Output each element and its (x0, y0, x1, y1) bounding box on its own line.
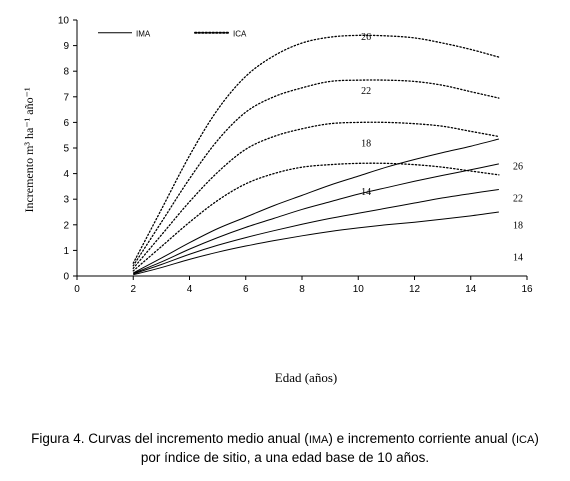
series-line (133, 188, 499, 275)
curve-label: 22 (513, 193, 523, 204)
axes (76, 20, 527, 277)
series-line (132, 34, 500, 264)
curve-label: 18 (361, 138, 371, 149)
series-line (133, 138, 500, 274)
x-tick-label: 14 (465, 284, 477, 295)
x-tick-label: 4 (187, 284, 193, 295)
x-tick-label: 10 (353, 284, 365, 295)
series-line (133, 211, 499, 276)
series-ica-14 (132, 162, 500, 272)
y-tick-label: 7 (63, 92, 69, 103)
series-ima-26 (133, 138, 500, 274)
x-tick-label: 2 (130, 284, 136, 295)
series-layer (132, 34, 500, 276)
curve-label: 14 (361, 187, 371, 198)
y-tick-label: 3 (63, 195, 69, 206)
legend-label-ima: IMA (136, 29, 151, 38)
x-axis-label: Edad (años) (275, 370, 337, 385)
y-tick-label: 4 (63, 169, 69, 180)
series-ima-22 (133, 163, 499, 274)
curve-label: 22 (361, 86, 371, 97)
y-axis-label: Incremento m³ ha⁻¹ año⁻¹ (22, 87, 36, 212)
x-tick-label: 8 (299, 284, 305, 295)
x-tick-label: 12 (409, 284, 421, 295)
series-line (132, 162, 500, 272)
series-ica-26 (132, 34, 500, 264)
curve-labels: 26 22 18 14 26 22 18 14 (361, 32, 523, 263)
caption-line-1-middle: ) e incremento corriente anual ( (328, 431, 516, 446)
curve-label: 18 (513, 220, 523, 231)
series-line (132, 79, 500, 267)
caption-ima-abbrev: IMA (308, 434, 329, 446)
series-ima-14 (133, 211, 499, 276)
y-tick-label: 1 (63, 246, 69, 257)
series-ica-18 (132, 121, 500, 269)
curve-label: 26 (513, 161, 523, 172)
caption-line-1: Figura 4. Curvas del incremento medio an… (0, 430, 570, 449)
y-tick-label: 9 (63, 41, 69, 52)
curve-label: 14 (513, 252, 523, 263)
x-tick-label: 6 (243, 284, 249, 295)
curve-label: 26 (361, 32, 371, 43)
y-tick-label: 10 (58, 16, 70, 27)
series-ica-22 (132, 79, 500, 267)
legend-label-ica: ICA (233, 29, 247, 38)
y-tick-label: 0 (63, 272, 69, 283)
figure-caption: Figura 4. Curvas del incremento medio an… (0, 430, 570, 466)
y-tick-label: 5 (63, 144, 69, 155)
y-tick-label: 8 (63, 67, 69, 78)
caption-ica-abbrev: ICA (515, 434, 535, 446)
y-tick-label: 6 (63, 118, 69, 129)
series-line (133, 163, 499, 274)
caption-line-1-end: ) (534, 431, 539, 446)
series-ima-18 (133, 188, 499, 275)
caption-line-1-start: Figura 4. Curvas del incremento medio an… (31, 431, 309, 446)
x-tick-label: 0 (74, 284, 80, 295)
caption-line-2: por índice de sitio, a una edad base de … (140, 450, 430, 465)
x-tick-label: 16 (521, 284, 533, 295)
y-tick-label: 2 (63, 220, 69, 231)
legend: IMA ICA (98, 29, 247, 38)
series-line (132, 121, 500, 269)
